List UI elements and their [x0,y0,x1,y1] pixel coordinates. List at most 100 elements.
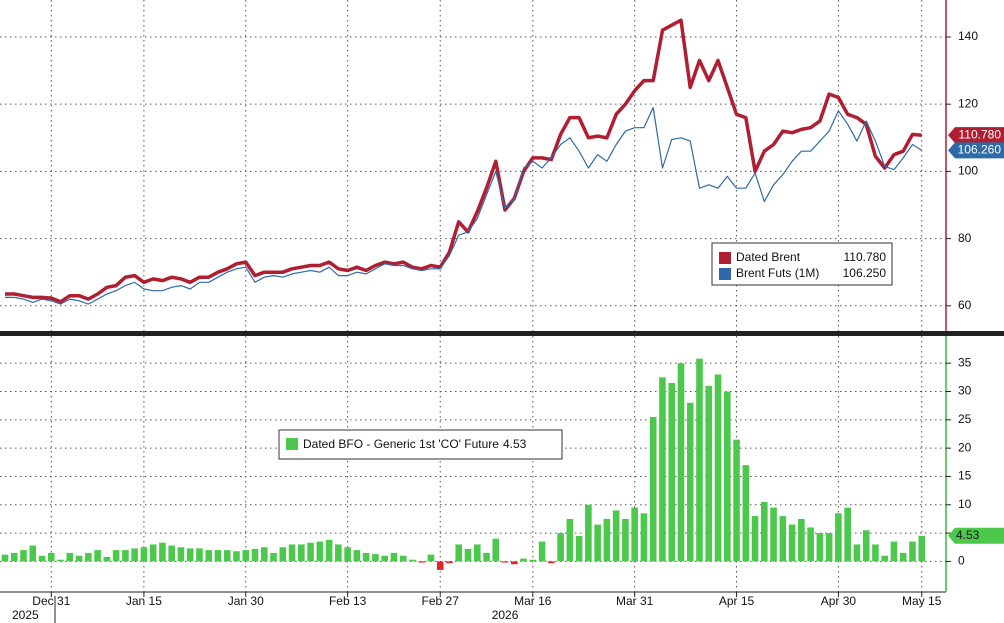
x-tick-label: Jan 30 [228,594,264,608]
bar [427,554,435,562]
bar [603,518,611,562]
bar [816,533,824,562]
y-tick-label: 20 [958,440,972,454]
y-tick-label: 80 [958,231,972,245]
value-tag-label: 4.53 [956,528,980,542]
y-tick-label: 120 [958,96,978,110]
bar [529,559,537,562]
bar [511,561,518,565]
bar [196,548,203,562]
bar [372,554,379,562]
year-label: 2025 [12,608,39,622]
bar [94,550,101,562]
bar [742,465,750,562]
bar [825,533,833,562]
legend-label: Dated BFO - Generic 1st 'CO' Future 4.53 [303,437,527,451]
bar [418,561,425,563]
bar [10,552,18,562]
bar [557,533,564,562]
bar [1,554,9,562]
x-tick-label: Apr 15 [719,594,755,608]
bar [761,501,768,562]
bar [899,552,907,562]
value-tag [948,527,1004,544]
bar [168,545,175,562]
bar [362,552,370,562]
x-tick-label: Feb 27 [422,594,460,608]
bar [788,524,796,562]
bar [770,507,777,562]
bar [399,555,407,562]
bar [446,561,453,564]
value-tag-label: 106.260 [958,143,1002,157]
x-tick-label: Mar 16 [514,594,552,608]
bar [779,516,787,562]
y-tick-label: 60 [958,298,972,312]
value-tag [948,142,1004,159]
legend-label: Brent Futs (1M) [736,266,819,280]
bar [85,552,92,562]
legend: Dated Brent 110.780 Brent Futs (1M) 106.250 [711,242,893,286]
bar [409,559,416,562]
legend-box [711,242,893,286]
bar [260,547,268,562]
bar [270,552,277,562]
bar [242,550,250,562]
bar [251,548,259,562]
bar [705,385,713,562]
bar [75,555,83,562]
bar [733,439,740,562]
bar [316,541,324,562]
bar [335,544,342,562]
y-tick-label: 10 [958,497,972,511]
bar [594,524,601,562]
bar [48,552,55,562]
bar [501,561,509,563]
bar [649,416,657,562]
bar [909,541,916,562]
bar [872,544,879,562]
bar [640,513,648,562]
bar [159,542,166,562]
bar [890,541,898,562]
bar [686,402,694,562]
bar [29,545,37,562]
line-series [5,106,923,305]
legend-label-name: Dated BFO - Generic 1st 'CO' Future [303,437,499,451]
bar [233,551,240,562]
y-tick-label: 100 [958,164,978,178]
bar [279,547,287,562]
bar [177,547,185,562]
bar [57,559,64,562]
bar [566,518,574,562]
bar [881,555,888,562]
bar [835,513,842,562]
bar [344,547,351,562]
bar [918,535,926,562]
bar [520,558,527,562]
bar [714,374,722,562]
bar [798,518,805,562]
bar [631,507,638,562]
x-tick-label: Feb 13 [329,594,367,608]
y-tick-label: 25 [958,412,972,426]
bar [149,544,157,562]
bar [844,507,851,562]
bar [538,541,546,562]
year-label: 2026 [492,608,519,622]
bar [186,548,194,562]
value-tag [948,127,1004,144]
y-tick-label: 15 [958,469,972,483]
bar [140,547,148,562]
bar [325,539,333,562]
bar [622,518,629,562]
bar [205,550,213,562]
bar [20,550,27,562]
bar [862,530,870,562]
legend-swatch [719,252,731,264]
bar [390,552,398,562]
bar [353,550,361,562]
legend-label-value: 4.53 [503,437,527,451]
bar [381,555,388,562]
